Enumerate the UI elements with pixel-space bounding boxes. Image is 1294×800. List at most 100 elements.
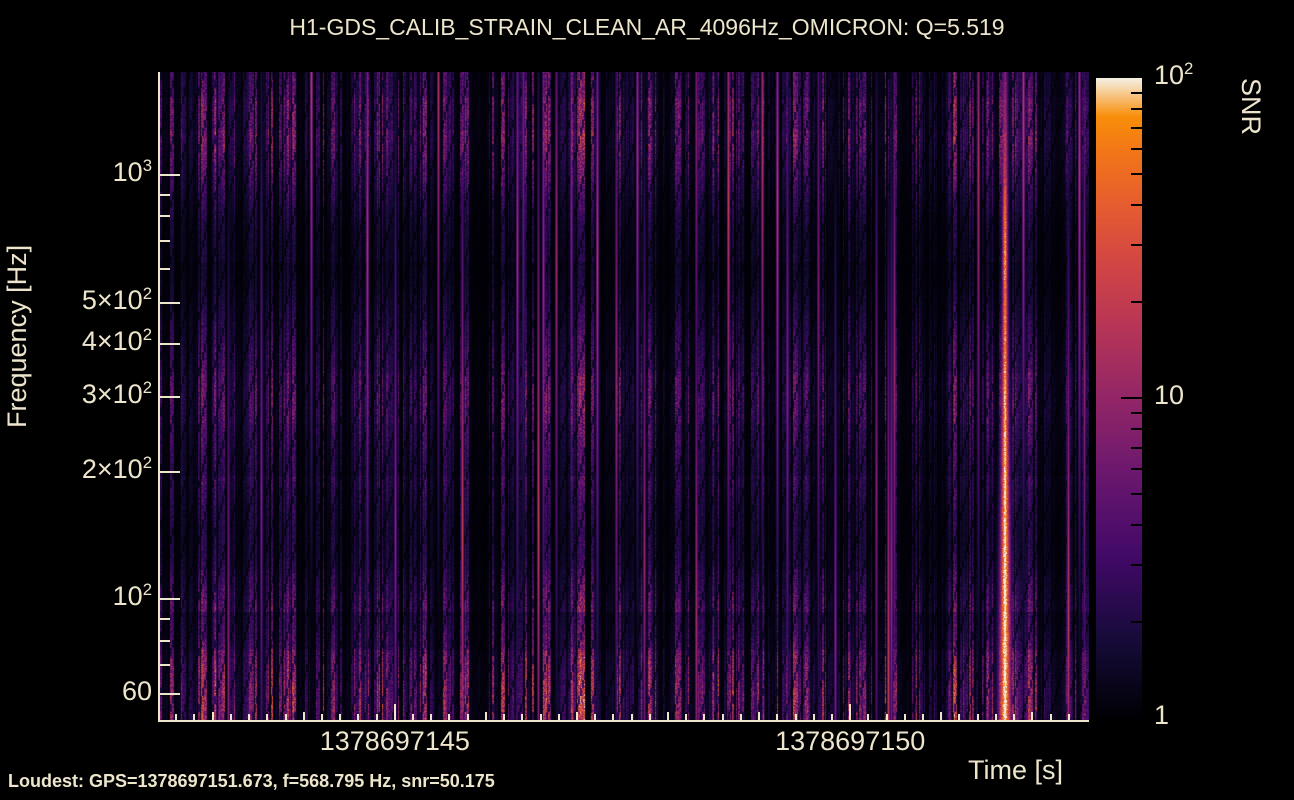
x-axis-tick-label: 1378697145 (319, 726, 470, 756)
y-label-exponent: 2 (142, 283, 152, 303)
x-tick-minor (466, 714, 469, 720)
x-tick-minor (758, 712, 761, 720)
x-tick-minor (211, 712, 214, 720)
x-tick-minor (703, 714, 706, 720)
x-tick-minor (412, 714, 415, 720)
x-tick-minor (612, 714, 615, 720)
colorbar-tick-minor (1131, 620, 1142, 623)
x-tick-minor (539, 714, 542, 720)
cb-label-exponent: 2 (1184, 59, 1194, 78)
x-tick-minor (375, 714, 378, 720)
colorbar-tick-minor (1131, 91, 1142, 94)
y-tick-minor (158, 215, 170, 218)
y-axis-tick-label: 3×102 (81, 378, 152, 410)
x-tick-minor (339, 714, 342, 720)
x-tick-minor (357, 714, 360, 720)
y-tick-minor (158, 193, 170, 196)
colorbar-tick-minor (1131, 147, 1142, 150)
y-label-mantissa: 4×10 (81, 326, 143, 356)
x-tick-minor (922, 714, 925, 720)
x-axis-title: Time [s] (968, 755, 1064, 785)
x-tick-minor (885, 714, 888, 720)
y-label-exponent: 3 (142, 156, 152, 176)
y-axis-tick-label: 2×102 (81, 452, 152, 484)
y-tick-minor (158, 664, 170, 667)
colorbar-tick-minor (1131, 108, 1142, 110)
x-tick-minor (175, 714, 178, 720)
y-axis-tick-label: 5×102 (81, 283, 152, 315)
colorbar-tick-minor (1131, 428, 1142, 430)
colorbar-tick-minor (1131, 173, 1142, 176)
colorbar-axis-title: SNR (1236, 78, 1266, 136)
y-label-mantissa: 5×10 (81, 284, 143, 315)
x-tick-minor (739, 714, 742, 720)
colorbar-tick-minor (1131, 467, 1142, 470)
x-tick-minor (830, 714, 833, 720)
x-tick-minor (284, 714, 287, 720)
colorbar-tick-label: 102 (1154, 59, 1194, 90)
x-tick-minor (648, 714, 651, 720)
y-label-mantissa: 10 (112, 157, 143, 188)
colorbar-tick-minor (1131, 126, 1142, 129)
y-tick-minor (158, 239, 170, 242)
colorbar-tick-label: 10 (1154, 380, 1185, 410)
loudest-event-summary: Loudest: GPS=1378697151.673, f=568.795 H… (8, 771, 495, 791)
colorbar-tick-label: 1 (1154, 700, 1170, 730)
x-tick-major (849, 704, 852, 720)
y-label-exponent: 2 (142, 378, 152, 398)
y-axis-tick-label: 102 (112, 580, 152, 612)
y-label-exponent: 2 (142, 452, 152, 472)
x-tick-minor (193, 714, 196, 720)
x-tick-minor (1013, 714, 1016, 720)
x-tick-minor (430, 714, 433, 720)
x-tick-minor (594, 714, 597, 720)
spectrogram-heatmap[interactable] (160, 72, 1089, 720)
colorbar[interactable] (1096, 78, 1142, 718)
y-tick-major (158, 598, 180, 601)
y-axis-tick-label: 60 (121, 675, 152, 706)
x-tick-minor (667, 712, 670, 720)
x-tick-minor (867, 714, 870, 720)
colorbar-tick-minor (1131, 524, 1142, 527)
colorbar-tick-minor (1131, 446, 1142, 449)
y-label-exponent: 2 (142, 325, 152, 344)
page-title: H1-GDS_CALIB_STRAIN_CLEAN_AR_4096Hz_OMIC… (289, 14, 1005, 40)
x-tick-minor (685, 714, 688, 720)
y-axis-tick-label: 4×102 (81, 325, 152, 356)
x-tick-minor (302, 712, 305, 720)
x-tick-minor (794, 714, 797, 720)
x-tick-minor (994, 714, 997, 720)
plot-area[interactable] (158, 72, 1089, 722)
x-tick-minor (1031, 712, 1034, 720)
x-tick-major (393, 704, 396, 720)
x-tick-minor (484, 712, 487, 720)
x-tick-minor (976, 714, 979, 720)
x-tick-minor (1067, 714, 1070, 720)
y-tick-major (158, 470, 180, 473)
x-tick-minor (721, 714, 724, 720)
y-axis-title: Frequency [Hz] (2, 244, 32, 428)
colorbar-tick-major (1121, 397, 1142, 399)
y-label-mantissa: 10 (112, 581, 143, 612)
cb-label-mantissa: 10 (1154, 60, 1185, 90)
x-tick-minor (940, 712, 943, 720)
y-tick-minor (158, 617, 170, 620)
x-axis-tick-label: 1378697150 (775, 726, 926, 756)
y-label-exponent: 2 (142, 580, 152, 600)
y-label-mantissa: 3×10 (81, 379, 143, 410)
x-tick-minor (776, 714, 779, 720)
colorbar-tick-minor (1131, 204, 1142, 207)
y-tick-major (158, 396, 180, 399)
y-label-mantissa: 2×10 (81, 453, 143, 484)
y-tick-major (158, 301, 180, 304)
x-tick-minor (958, 714, 961, 720)
x-tick-minor (266, 714, 269, 720)
x-tick-minor (503, 714, 506, 720)
colorbar-tick-minor (1131, 300, 1142, 303)
colorbar-tick-minor (1131, 411, 1142, 414)
x-tick-minor (248, 714, 251, 720)
x-tick-minor (448, 714, 451, 720)
x-tick-minor (575, 712, 578, 720)
colorbar-tick-minor (1131, 493, 1142, 496)
